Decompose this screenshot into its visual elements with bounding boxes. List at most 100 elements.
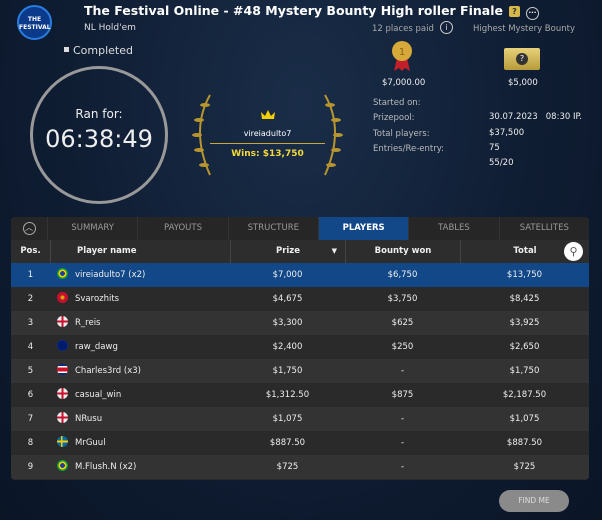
player-name: R_reis xyxy=(50,311,230,335)
pos: 7 xyxy=(27,414,34,424)
table-row[interactable]: 9 M.Flush.N (x2) $725 - $725 xyxy=(11,455,589,479)
prize: $1,075 xyxy=(272,414,303,424)
bounty-won: - xyxy=(400,438,405,448)
pos: 8 xyxy=(27,438,34,448)
more-options-icon[interactable]: ··· xyxy=(525,7,539,20)
tab-structure[interactable]: STRUCTURE xyxy=(227,217,318,240)
table-row[interactable]: 2 Svarozhits $4,675 $3,750 $8,425 xyxy=(11,287,589,311)
total: $1,075 xyxy=(509,414,540,424)
winner-card: vireiadulto7 Wins: $13,750 xyxy=(210,106,325,159)
pos: 5 xyxy=(27,366,34,376)
prize: $725 xyxy=(276,462,299,472)
prize: $3,300 xyxy=(272,318,303,328)
table-row[interactable]: 4 raw_dawg $2,400 $250 $2,650 xyxy=(11,335,589,359)
player-name: raw_dawg xyxy=(50,335,230,359)
crown-icon xyxy=(260,110,275,119)
table-row[interactable]: 7 NRusu $1,075 - $1,075 xyxy=(11,407,589,431)
bounty-won: $3,750 xyxy=(387,294,418,304)
tournament-title: The Festival Online - #48 Mystery Bounty… xyxy=(84,3,539,20)
prize: $1,312.50 xyxy=(265,390,310,400)
pos: 3 xyxy=(27,318,34,328)
total: $2,187.50 xyxy=(502,390,547,400)
player-name: NRusu xyxy=(50,407,230,431)
game-type: NL Hold'em xyxy=(84,23,136,33)
table-header: Pos. Player name Prize ▼ Bounty won Total… xyxy=(11,240,589,263)
tab-tables[interactable]: TABLES xyxy=(408,217,498,240)
total: $2,650 xyxy=(509,342,540,352)
total: $13,750 xyxy=(506,270,543,280)
bounty-won: - xyxy=(400,462,405,472)
info-values: 30.07.2023 08:30 IP. $37,500 75 55/20 xyxy=(489,112,582,169)
player-name: vireiadulto7 (x2) xyxy=(50,263,230,287)
info-labels: Started on: Prizepool: Total players: Entri… xyxy=(373,98,445,154)
find-me-button[interactable]: FIND ME xyxy=(499,490,569,512)
prize: $887.50 xyxy=(269,438,306,448)
col-total[interactable]: Total xyxy=(460,240,589,263)
info-icon[interactable]: i xyxy=(440,21,453,34)
bounty-won: - xyxy=(400,414,405,424)
table-row[interactable]: 6 casual_win $1,312.50 $875 $2,187.50 xyxy=(11,383,589,407)
flag-icon xyxy=(57,292,68,303)
status-badge: Completed xyxy=(64,44,133,57)
flag-icon xyxy=(57,412,68,423)
bounty-won: $250 xyxy=(391,342,414,352)
col-pos[interactable]: Pos. xyxy=(20,246,41,256)
tab-bar: ︿ SUMMARY PAYOUTS STRUCTURE PLAYERS TABL… xyxy=(11,217,589,240)
svg-text:1: 1 xyxy=(399,47,405,58)
gold-medal-icon: 1 xyxy=(392,41,412,71)
players-table: 1 vireiadulto7 (x2) $7,000 $6,750 $13,75… xyxy=(11,263,589,479)
sort-down-icon: ▼ xyxy=(331,247,337,255)
search-icon[interactable]: ⚲ xyxy=(564,242,583,261)
total: $3,925 xyxy=(509,318,540,328)
player-name: M.Flush.N (x2) xyxy=(50,455,230,479)
prize: $2,400 xyxy=(272,342,303,352)
prize: $7,000 xyxy=(272,270,303,280)
bounty-won: - xyxy=(400,366,405,376)
player-name: Charles3rd (x3) xyxy=(50,359,230,383)
table-row[interactable]: 5 Charles3rd (x3) $1,750 - $1,750 xyxy=(11,359,589,383)
col-prize[interactable]: Prize ▼ xyxy=(230,240,345,263)
total: $1,750 xyxy=(509,366,540,376)
table-row[interactable]: 1 vireiadulto7 (x2) $7,000 $6,750 $13,75… xyxy=(11,263,589,287)
table-row[interactable]: 8 MrGuul $887.50 - $887.50 xyxy=(11,431,589,455)
places-paid: 12 places paid xyxy=(372,24,434,34)
flag-icon xyxy=(57,364,68,375)
laurel-icon xyxy=(192,94,343,176)
flag-icon xyxy=(57,460,68,471)
mystery-bounty-icon: ? xyxy=(508,6,520,17)
tab-summary[interactable]: SUMMARY xyxy=(47,217,137,240)
collapse-button[interactable]: ︿ xyxy=(11,217,47,240)
tab-payouts[interactable]: PAYOUTS xyxy=(137,217,227,240)
player-name: MrGuul xyxy=(50,431,230,455)
flag-icon xyxy=(57,388,68,399)
prize: $1,750 xyxy=(272,366,303,376)
chevron-up-icon[interactable]: ︿ xyxy=(22,222,36,235)
flag-icon xyxy=(57,268,68,279)
pos: 4 xyxy=(27,342,34,352)
col-player-name[interactable]: Player name xyxy=(50,240,230,263)
flag-icon xyxy=(57,340,68,351)
flag-icon xyxy=(57,316,68,327)
highest-bounty-label: Highest Mystery Bounty xyxy=(473,24,575,34)
col-bounty-won[interactable]: Bounty won xyxy=(345,240,460,263)
bounty-won: $875 xyxy=(391,390,414,400)
pos: 1 xyxy=(27,270,34,280)
player-name: casual_win xyxy=(50,383,230,407)
player-name: Svarozhits xyxy=(50,287,230,311)
highest-bounty-value: $5,000 xyxy=(508,78,538,88)
table-row[interactable]: 3 R_reis $3,300 $625 $3,925 xyxy=(11,311,589,335)
bounty-won: $625 xyxy=(391,318,414,328)
tab-players[interactable]: PLAYERS xyxy=(317,217,409,240)
pos: 9 xyxy=(27,462,34,472)
total: $8,425 xyxy=(509,294,540,304)
run-time-clock: Ran for: 06:38:49 xyxy=(30,66,168,204)
first-prize: $7,000.00 xyxy=(382,78,426,88)
pos: 6 xyxy=(27,390,34,400)
total: $725 xyxy=(513,462,536,472)
bounty-won: $6,750 xyxy=(387,270,418,280)
flag-icon xyxy=(57,436,68,447)
tab-satellites[interactable]: SATELLITES xyxy=(498,217,589,240)
total: $887.50 xyxy=(506,438,543,448)
mystery-ticket-icon: ? xyxy=(504,48,540,70)
players-panel: ︿ SUMMARY PAYOUTS STRUCTURE PLAYERS TABL… xyxy=(11,217,589,480)
